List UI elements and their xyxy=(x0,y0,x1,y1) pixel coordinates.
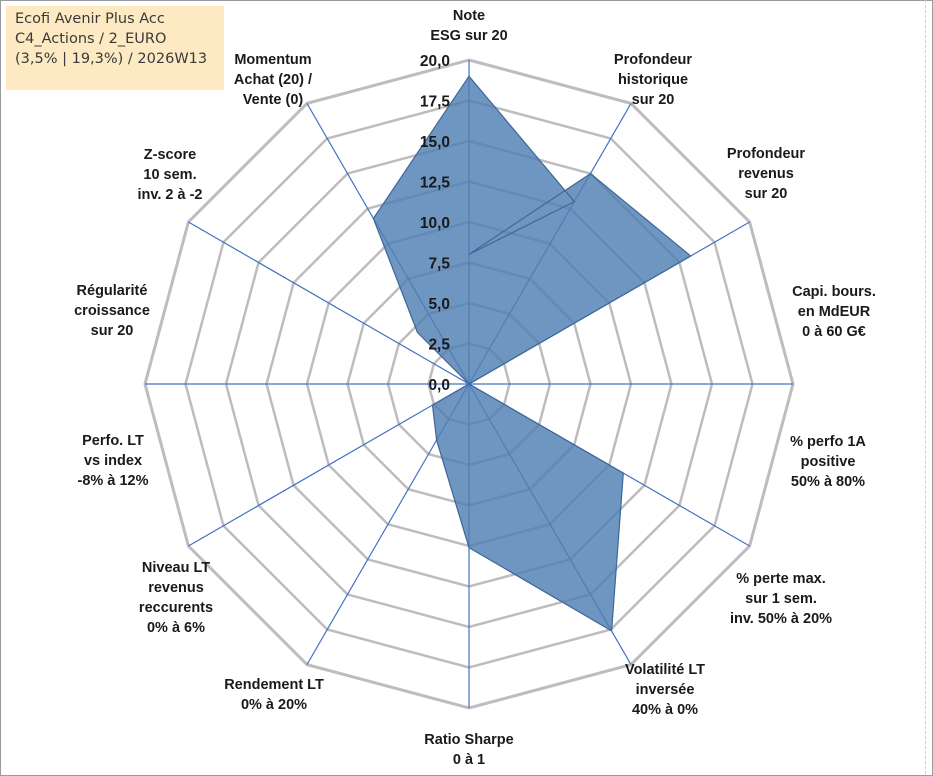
axis-label-line: historique xyxy=(618,72,688,88)
axis-label-line: 0% à 20% xyxy=(241,697,307,713)
axis-label-line: en MdEUR xyxy=(798,304,871,320)
axis-label-line: Profondeur xyxy=(614,52,692,68)
axis-label-line: 0% à 6% xyxy=(147,620,205,636)
axis-label-line: 10 sem. xyxy=(143,167,196,183)
radial-tick-labels: 0,0 2,5 5,0 7,5 10,0 12,5 15,0 17,5 20,0 xyxy=(420,53,451,394)
spoke-8 xyxy=(188,383,470,547)
axis-label-line: 40% à 0% xyxy=(632,702,698,718)
axis-label-7: Ratio Sharpe 0 à 1 xyxy=(424,732,513,768)
axis-label-line: Achat (20) / xyxy=(234,72,312,88)
tick-label-2: 5,0 xyxy=(428,296,450,313)
fund-info-box: Ecofi Avenir Plus Acc C4_Actions / 2_EUR… xyxy=(6,6,224,90)
axis-label-line: Capi. bours. xyxy=(792,284,876,300)
tick-label-0: 0,0 xyxy=(428,377,450,394)
axis-label-11: Régularité croissance sur 20 xyxy=(74,283,150,339)
axis-label-10: Perfo. LT vs index -8% à 12% xyxy=(78,433,149,489)
fund-name: Ecofi Avenir Plus Acc xyxy=(15,11,165,27)
axis-label-line: Ratio Sharpe xyxy=(424,732,513,748)
axis-label-line: inv. 50% à 20% xyxy=(730,611,832,627)
axis-label-line: sur 20 xyxy=(632,92,675,108)
axis-label-line: 0 à 60 G€ xyxy=(802,324,866,340)
axis-label-8: Rendement LT 0% à 20% xyxy=(224,677,324,713)
axis-label-line: Vente (0) xyxy=(243,92,304,108)
axis-label-line: sur 20 xyxy=(745,186,788,202)
axis-label-line: Perfo. LT xyxy=(82,433,144,449)
axis-label-line: -8% à 12% xyxy=(78,473,149,489)
tick-label-5: 12,5 xyxy=(420,175,451,192)
axis-label-4: % perfo 1A positive 50% à 80% xyxy=(790,434,866,490)
axis-label-line: inversée xyxy=(636,682,695,698)
axis-label-line: croissance xyxy=(74,303,150,319)
axis-label-line: Régularité xyxy=(77,283,148,299)
spoke-10 xyxy=(188,221,470,385)
axis-label-line: ESG sur 20 xyxy=(430,28,507,44)
axis-label-line: Profondeur xyxy=(727,146,805,162)
axis-label-line: revenus xyxy=(148,580,204,596)
axis-label-1: Profondeur historique sur 20 xyxy=(614,52,692,108)
axis-label-2: Profondeur revenus sur 20 xyxy=(727,146,805,202)
axis-label-13: Z-score 10 sem. inv. 2 à -2 xyxy=(137,147,202,203)
axis-label-line: Volatilité LT xyxy=(625,662,705,678)
axis-label-6: Volatilité LT inversée 40% à 0% xyxy=(625,662,705,718)
axis-label-0: Note ESG sur 20 xyxy=(430,8,507,44)
axis-label-line: % perte max. xyxy=(736,571,825,587)
axis-label-line: Momentum xyxy=(234,52,311,68)
axis-label-line: revenus xyxy=(738,166,794,182)
tick-label-7: 17,5 xyxy=(420,94,451,111)
axis-label-line: 0 à 1 xyxy=(453,752,485,768)
axis-label-line: Note xyxy=(453,8,485,24)
series-area xyxy=(372,75,692,632)
axis-label-14: Momentum Achat (20) / Vente (0) xyxy=(234,52,312,108)
frame-edge-guide xyxy=(925,0,927,774)
tick-label-8: 20,0 xyxy=(420,53,450,70)
tick-label-4: 10,0 xyxy=(420,215,450,232)
fund-period: (3,5% | 19,3%) / 2026W13 xyxy=(15,51,208,67)
tick-label-1: 2,5 xyxy=(428,337,450,354)
tick-label-6: 15,0 xyxy=(420,134,450,151)
axis-label-9: Niveau LT revenus reccurents 0% à 6% xyxy=(139,560,213,636)
axis-label-line: vs index xyxy=(84,453,142,469)
axis-label-line: sur 1 sem. xyxy=(745,591,817,607)
fund-category: C4_Actions / 2_EURO xyxy=(15,31,167,47)
axis-label-line: positive xyxy=(801,454,856,470)
axis-label-line: Rendement LT xyxy=(224,677,324,693)
axis-label-line: reccurents xyxy=(139,600,213,616)
axis-label-5: % perte max. sur 1 sem. inv. 50% à 20% xyxy=(730,571,832,627)
axis-label-line: Niveau LT xyxy=(142,560,210,576)
axis-label-line: inv. 2 à -2 xyxy=(137,187,202,203)
axis-labels: Note ESG sur 20 Profondeur historique sur 20… xyxy=(74,8,876,768)
axis-label-line: 50% à 80% xyxy=(791,474,865,490)
axis-label-3: Capi. bours. en MdEUR 0 à 60 G€ xyxy=(792,284,876,340)
tick-label-3: 7,5 xyxy=(428,256,450,273)
axis-label-line: Z-score xyxy=(144,147,196,163)
axis-label-line: sur 20 xyxy=(91,323,134,339)
axis-label-line: % perfo 1A xyxy=(790,434,866,450)
radar-series xyxy=(372,75,692,632)
